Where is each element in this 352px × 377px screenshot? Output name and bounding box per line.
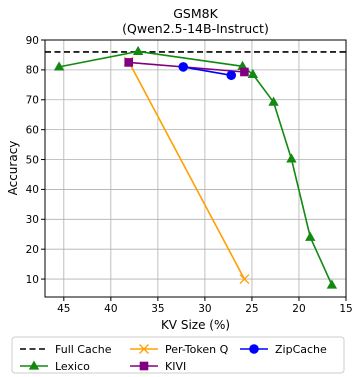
lexico-point (268, 96, 279, 106)
legend-item-kivi: KIVI (130, 360, 186, 373)
y-tick-label: 50 (26, 154, 39, 166)
lexico-point (53, 61, 65, 71)
x-stroke (139, 344, 149, 354)
grid (45, 39, 347, 297)
chart-title: GSM8K (173, 6, 218, 21)
lexico-point (247, 68, 259, 78)
x-stroke (239, 274, 250, 285)
y-tick-label: 90 (26, 35, 39, 47)
x-tick-labels: 45 40 35 30 25 20 15 (57, 297, 352, 315)
legend-label: Per-Token Q (165, 343, 229, 356)
y-tick-label: 70 (26, 95, 39, 107)
legend-marker (249, 344, 259, 354)
legend-item-full-cache: Full Cache (20, 343, 112, 356)
per-token-q-point (239, 274, 250, 285)
lexico-point (326, 279, 338, 289)
lexico-line (58, 50, 333, 286)
lexico-point (132, 45, 144, 55)
plot-frame (44, 39, 347, 298)
legend: Full Cache Lexico Per-Token Q KIVI ZipCache (11, 336, 345, 374)
legend-marker (139, 344, 149, 354)
legend-marker (28, 360, 40, 370)
legend-marker (139, 361, 149, 371)
legend-label: ZipCache (275, 343, 327, 356)
plot-area: 45 40 35 30 25 20 15 10 20 30 40 50 60 70 80 90 (26, 35, 352, 315)
y-tick-label: 10 (26, 274, 39, 286)
y-tick-labels: 10 20 30 40 50 60 70 80 90 (26, 35, 45, 286)
x-tick-label: 15 (339, 303, 352, 315)
lexico-point (305, 231, 316, 241)
legend-item-lexico: Lexico (20, 360, 90, 373)
lexico-point (286, 153, 297, 163)
zipcache-point (226, 70, 237, 81)
x-axis-label: KV Size (%) (161, 318, 230, 332)
x-tick-label: 40 (104, 303, 117, 315)
x-tick-label: 35 (151, 303, 164, 315)
legend-item-per-token-q: Per-Token Q (130, 343, 229, 356)
legend-frame (11, 336, 345, 374)
legend-label: Full Cache (55, 343, 112, 356)
series-lexico (53, 45, 338, 289)
legend-label: Lexico (55, 360, 90, 373)
per-token-q-line (127, 61, 246, 280)
series-zipcache (178, 62, 237, 81)
legend-label: KIVI (165, 360, 186, 373)
kivi-point (240, 67, 249, 77)
zipcache-point (178, 62, 189, 72)
chart-subtitle: (Qwen2.5-14B-Instruct) (122, 21, 269, 36)
y-tick-label: 60 (26, 124, 39, 136)
x-tick-label: 30 (198, 303, 211, 315)
x-tick-label: 20 (292, 303, 305, 315)
y-axis-label: Accuracy (6, 141, 20, 196)
lexico-point (237, 60, 248, 70)
y-tick-label: 80 (26, 65, 39, 77)
x-tick-label: 45 (57, 303, 70, 315)
zipcache-line (183, 66, 232, 77)
kivi-point (124, 58, 134, 67)
y-tick-label: 30 (26, 214, 39, 226)
series-layer (53, 45, 338, 289)
series-per-token-q (123, 56, 250, 285)
y-tick-label: 40 (26, 184, 39, 196)
x-tick-label: 25 (245, 303, 258, 315)
y-tick-label: 20 (26, 244, 39, 256)
legend-item-zipcache: ZipCache (240, 343, 327, 356)
